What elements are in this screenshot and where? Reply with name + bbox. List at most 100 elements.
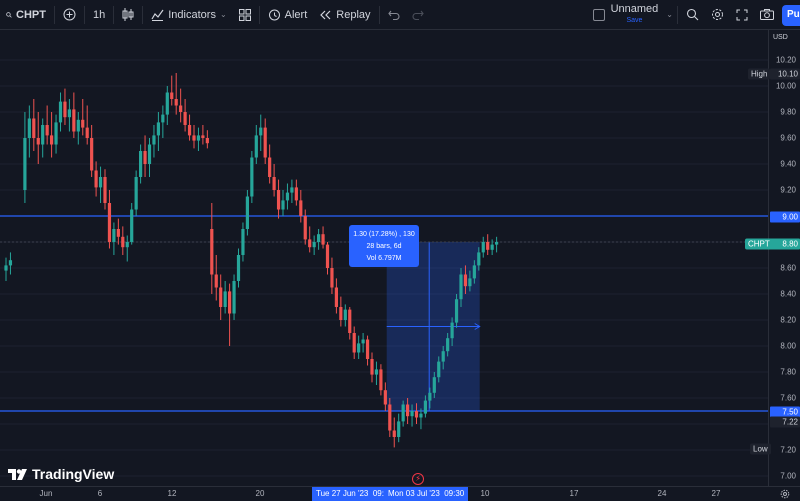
tradingview-logo[interactable]: TradingView <box>8 466 114 482</box>
candle-body <box>32 118 36 138</box>
undo-button[interactable] <box>382 0 406 30</box>
alert-button[interactable]: Alert <box>262 0 314 30</box>
layout-select[interactable]: Unnamed Save ⌄ <box>587 0 675 30</box>
candle-body <box>130 209 134 242</box>
tradingview-logo-icon <box>8 468 27 480</box>
candle-body <box>290 187 294 193</box>
candle-body <box>374 369 379 375</box>
candle-body <box>285 192 290 201</box>
candle-body <box>441 351 445 362</box>
candle-body <box>406 404 410 417</box>
chart-pane[interactable]: 1.30 (17.28%) , 130 28 bars, 6d Vol 6.79… <box>0 30 768 486</box>
divider <box>54 5 55 24</box>
price-chart[interactable] <box>0 30 768 486</box>
time-axis[interactable]: Jun 6 12 20 Tue 27 Jun '23 09:3 Mon 03 J… <box>0 486 800 501</box>
candle-body <box>250 157 254 197</box>
fullscreen-icon <box>736 9 748 20</box>
candle-body <box>103 177 107 203</box>
plus-circle-icon <box>63 8 76 21</box>
candle-body <box>263 127 267 158</box>
fullscreen-button[interactable] <box>730 0 754 30</box>
settings-button[interactable] <box>705 0 730 30</box>
candle-body <box>486 242 490 250</box>
candle-body <box>98 177 103 188</box>
candle-body <box>161 114 165 123</box>
candle-body <box>125 242 129 248</box>
lightning-icon[interactable]: ⚡︎ <box>412 473 424 485</box>
measure-tooltip: 1.30 (17.28%) , 130 28 bars, 6d Vol 6.79… <box>349 225 419 267</box>
candle-body <box>477 252 481 266</box>
publish-button[interactable]: Pu <box>782 4 800 26</box>
publish-wrapper: Pu <box>780 0 800 30</box>
candle-body <box>174 99 178 106</box>
indicators-icon <box>151 9 164 21</box>
currency-label[interactable]: USD <box>773 34 788 41</box>
layouts-button[interactable] <box>233 0 257 30</box>
divider <box>677 5 678 24</box>
candle-body <box>41 125 45 145</box>
candle-body <box>321 234 325 245</box>
time-tick: 17 <box>569 489 579 498</box>
layout-checkbox[interactable] <box>592 8 605 21</box>
candle-body <box>423 400 427 414</box>
candle-body <box>76 119 80 132</box>
candle-body <box>459 274 463 300</box>
candle-body <box>165 92 169 115</box>
interval-label: 1h <box>93 8 106 21</box>
candles-icon <box>122 8 134 21</box>
divider <box>84 5 85 24</box>
redo-button[interactable] <box>406 0 430 30</box>
symbol-search-button[interactable]: CHPT <box>0 0 52 30</box>
candle-body <box>107 203 112 242</box>
candle-body <box>383 390 387 405</box>
price-tick: 9.20 <box>780 185 796 195</box>
chart-type-button[interactable] <box>116 0 140 30</box>
candle-body <box>170 92 174 99</box>
snapshot-button[interactable] <box>754 0 780 30</box>
candle-body <box>183 112 187 125</box>
candle-body <box>232 281 236 314</box>
candle-body <box>463 274 468 287</box>
price-axis[interactable]: USD 10.20 10.00 9.80 9.60 9.40 9.20 9.00 8.80 8.… <box>768 30 800 486</box>
save-link[interactable]: Save <box>626 16 643 24</box>
compare-button[interactable] <box>57 0 82 30</box>
range-end-time: 09:30 <box>444 489 465 498</box>
time-tick: 27 <box>711 489 721 498</box>
candle-body <box>147 144 152 164</box>
candle-body <box>272 177 276 190</box>
layout-name-group: Unnamed Save <box>607 3 663 26</box>
candle-body <box>490 244 494 250</box>
candle-body <box>152 135 156 145</box>
chevron-down-icon: ⌄ <box>219 10 227 19</box>
interval-button[interactable]: 1h <box>87 0 111 30</box>
logo-text: TradingView <box>32 466 115 482</box>
quick-search-button[interactable] <box>680 0 705 30</box>
candle-body <box>454 299 459 323</box>
candle-body <box>241 229 245 255</box>
candle-body <box>414 411 419 418</box>
candle-body <box>58 101 63 123</box>
candle-body <box>201 135 205 138</box>
candle-body <box>121 236 125 248</box>
candle-body <box>450 322 454 339</box>
candle-body <box>268 157 272 177</box>
candle-body <box>388 404 392 431</box>
camera-icon <box>760 9 774 20</box>
measure-change: 1.30 (17.28%) , 130 <box>353 231 415 238</box>
price-tick: 7.00 <box>780 471 796 481</box>
candle-body <box>468 278 472 287</box>
indicators-button[interactable]: Indicators ⌄ <box>145 0 232 30</box>
replay-button[interactable]: Replay <box>313 0 376 30</box>
candle-body <box>90 138 94 171</box>
candle-body <box>36 138 40 145</box>
price-tick: 7.60 <box>780 393 796 403</box>
candle-body <box>85 127 89 138</box>
candle-body <box>432 377 436 393</box>
candle-body <box>179 105 183 112</box>
candle-body <box>401 404 405 422</box>
measure-bars: 28 bars, 6d <box>366 243 402 250</box>
candle-body <box>156 122 160 136</box>
redo-icon <box>412 10 424 20</box>
price-tick: 10.00 <box>775 81 796 91</box>
settings-gear-icon[interactable] <box>780 489 790 499</box>
